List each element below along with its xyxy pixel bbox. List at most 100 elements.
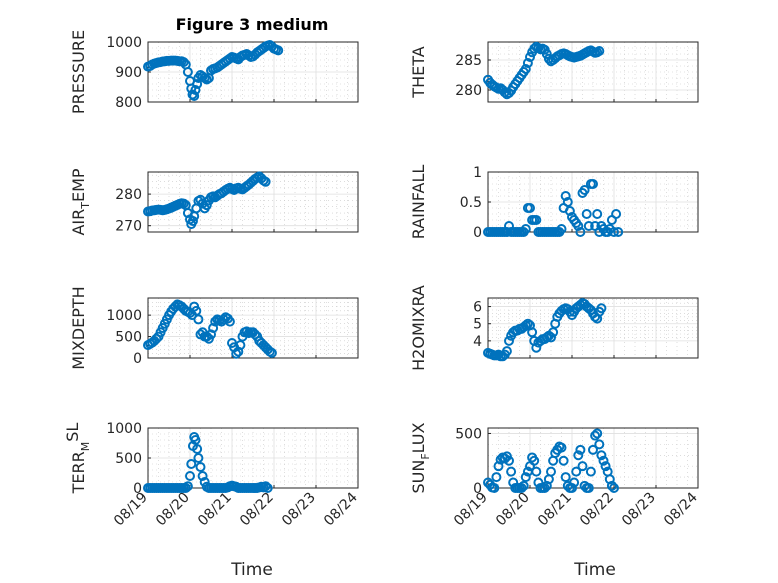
y-axis-label-base: PRESSURE bbox=[69, 30, 88, 114]
data-point bbox=[501, 346, 512, 357]
y-tick-label: 500 bbox=[115, 330, 142, 346]
data-point bbox=[266, 347, 277, 358]
data-point bbox=[531, 342, 542, 353]
axis-frame bbox=[487, 41, 699, 103]
y-axis-label: H2OMIXRA bbox=[409, 285, 428, 371]
x-axis-label-right: Time bbox=[573, 560, 616, 580]
data-point bbox=[588, 179, 598, 189]
data-point bbox=[575, 227, 586, 237]
data-point bbox=[273, 45, 284, 56]
y-axis-label-tail: LUX bbox=[409, 422, 428, 453]
data-point bbox=[527, 327, 538, 338]
y-tick-label: 0.5 bbox=[460, 195, 482, 211]
y-tick-label: 0 bbox=[133, 481, 142, 497]
data-point bbox=[190, 435, 201, 445]
data-point bbox=[224, 316, 235, 327]
y-tick-label: 280 bbox=[455, 83, 482, 99]
data-point bbox=[567, 483, 577, 493]
y-axis-label: AIRTEMP bbox=[69, 168, 92, 235]
y-tick-label: 4 bbox=[473, 334, 482, 350]
data-point bbox=[606, 480, 617, 491]
data-point bbox=[560, 191, 571, 201]
y-axis-label-base: TERR bbox=[69, 451, 88, 494]
data-point bbox=[520, 472, 531, 483]
data-point bbox=[182, 481, 193, 492]
data-point bbox=[491, 472, 502, 483]
y-tick-label: 280 bbox=[115, 187, 142, 203]
x-tick-label: 08/24 bbox=[321, 489, 361, 529]
y-axis-label-base: MIXDEPTH bbox=[69, 286, 88, 369]
y-tick-label: 1000 bbox=[106, 35, 142, 51]
data-point bbox=[178, 57, 189, 68]
data-point bbox=[575, 444, 586, 455]
data-point bbox=[191, 305, 202, 316]
data-point bbox=[556, 224, 567, 234]
data-point bbox=[573, 221, 584, 231]
data-point bbox=[506, 466, 517, 477]
data-point bbox=[531, 215, 542, 225]
data-point bbox=[594, 46, 605, 56]
subplot-7: 0 500 1000 08/19 08/20 08/21 08/22 08/23 08/24 TE… bbox=[63, 421, 361, 529]
data-point bbox=[575, 299, 586, 310]
y-tick-label: 5 bbox=[473, 317, 482, 333]
y-axis-label-subscript: M bbox=[79, 442, 92, 452]
data-point bbox=[193, 314, 204, 325]
data-point bbox=[594, 439, 605, 450]
y-tick-label: 500 bbox=[115, 451, 142, 467]
data-point bbox=[518, 480, 529, 491]
y-tick-label: 6 bbox=[473, 300, 482, 316]
y-axis-label-tail: SL bbox=[63, 423, 82, 442]
data-point bbox=[541, 332, 552, 343]
y-tick-label: 0 bbox=[473, 225, 482, 241]
x-tick-label: 08/24 bbox=[661, 489, 701, 529]
data-point bbox=[609, 483, 619, 493]
y-axis-label: RAINFALL bbox=[409, 165, 428, 240]
data-point bbox=[613, 227, 624, 237]
data-point bbox=[569, 477, 580, 488]
data-point bbox=[520, 64, 531, 74]
y-axis-label: MIXDEPTH bbox=[69, 286, 88, 369]
subplot-6: 456 H2OMIXRA bbox=[409, 285, 699, 371]
x-tick-label: 08/23 bbox=[619, 490, 659, 530]
data-point bbox=[522, 58, 533, 68]
data-point bbox=[588, 444, 598, 455]
y-axis-label: SUNFLUX bbox=[409, 422, 432, 493]
data-point bbox=[539, 483, 550, 493]
data-point bbox=[556, 442, 567, 453]
data-point bbox=[531, 466, 542, 477]
data-point bbox=[520, 320, 531, 331]
x-tick-label: 08/21 bbox=[195, 490, 235, 530]
data-point bbox=[596, 450, 607, 461]
data-point bbox=[590, 430, 601, 441]
data-point bbox=[548, 327, 559, 338]
data-point bbox=[543, 53, 554, 64]
subplot-4: 0 0.5 1 RAINFALL bbox=[409, 165, 699, 241]
data-point bbox=[600, 461, 611, 472]
x-axis-label-left: Time bbox=[230, 560, 273, 580]
subplot-2: 280 285 THETA bbox=[409, 41, 699, 103]
y-tick-label: 1000 bbox=[106, 421, 142, 437]
data-point bbox=[185, 471, 195, 481]
data-point bbox=[192, 79, 203, 89]
x-tick-label: 08/19 bbox=[111, 490, 151, 530]
subplot-8: 0 500 08/19 08/20 08/21 08/22 08/23 08/24 SUNFLU… bbox=[409, 422, 701, 529]
data-point bbox=[596, 303, 607, 314]
data-point bbox=[241, 326, 252, 337]
y-tick-label: 1 bbox=[473, 165, 482, 181]
data-point bbox=[201, 200, 212, 211]
subplot-3: 270 280 AIRTEMP bbox=[69, 168, 359, 236]
data-point bbox=[525, 52, 535, 62]
y-axis-label-base: RAINFALL bbox=[409, 165, 428, 240]
y-axis-label-base: AIR bbox=[69, 209, 88, 236]
data-point bbox=[218, 314, 229, 325]
data-point bbox=[195, 462, 206, 472]
y-tick-label: 0 bbox=[473, 481, 482, 497]
x-tick-label: 08/19 bbox=[451, 490, 491, 530]
y-axis-label-base: SUN bbox=[409, 460, 428, 494]
axis-frame bbox=[147, 41, 359, 103]
y-axis-label-subscript: F bbox=[419, 453, 432, 459]
data-point bbox=[504, 335, 514, 346]
data-point bbox=[583, 483, 594, 493]
data-point bbox=[573, 450, 584, 461]
